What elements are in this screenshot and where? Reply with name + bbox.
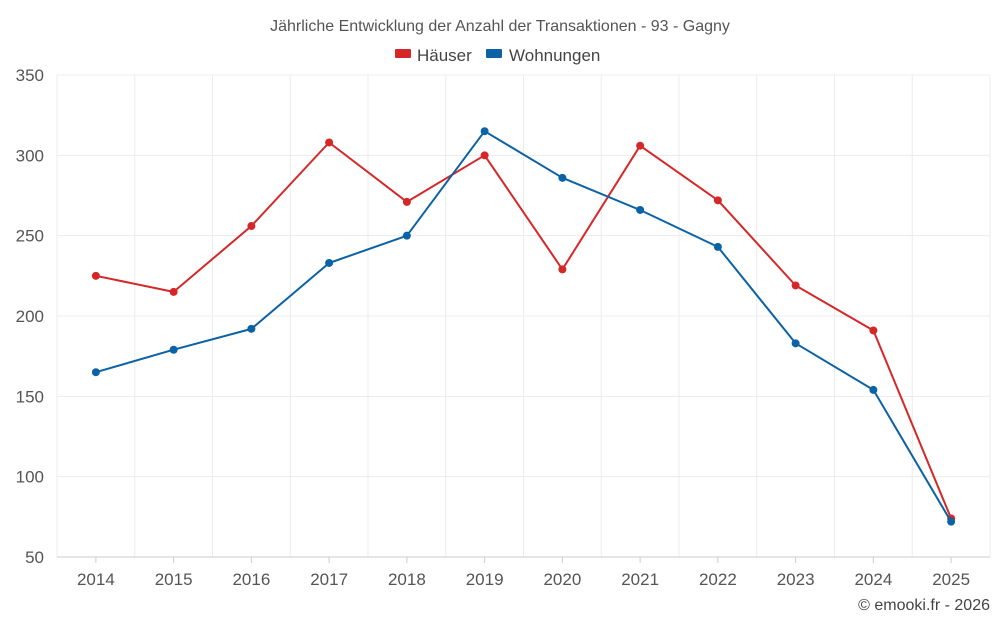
data-point-wohnungen[interactable] bbox=[947, 517, 956, 526]
chart-title: Jährliche Entwicklung der Anzahl der Tra… bbox=[270, 18, 730, 35]
legend-label-wohnungen[interactable]: Wohnungen bbox=[509, 46, 600, 65]
y-tick-label: 350 bbox=[16, 66, 44, 85]
x-tick-label: 2017 bbox=[310, 570, 348, 589]
legend-swatch-wohnungen bbox=[486, 49, 502, 58]
x-tick-label: 2021 bbox=[621, 570, 659, 589]
x-tick-label: 2024 bbox=[854, 570, 892, 589]
legend-swatch-haeuser bbox=[395, 49, 411, 58]
data-point-haeuser[interactable] bbox=[636, 141, 645, 150]
data-point-haeuser[interactable] bbox=[558, 265, 567, 274]
data-point-wohnungen[interactable] bbox=[558, 173, 567, 182]
data-point-wohnungen[interactable] bbox=[869, 385, 878, 394]
data-point-haeuser[interactable] bbox=[791, 281, 800, 290]
series bbox=[91, 127, 956, 526]
x-tick-label: 2023 bbox=[777, 570, 815, 589]
data-point-wohnungen[interactable] bbox=[636, 205, 645, 214]
x-tick-label: 2015 bbox=[155, 570, 193, 589]
data-point-wohnungen[interactable] bbox=[713, 242, 722, 251]
x-tick-label: 2019 bbox=[466, 570, 504, 589]
data-point-haeuser[interactable] bbox=[869, 326, 878, 335]
y-tick-label: 50 bbox=[25, 548, 44, 567]
data-point-wohnungen[interactable] bbox=[91, 368, 100, 377]
x-tick-label: 2018 bbox=[388, 570, 426, 589]
series-wohnungen bbox=[91, 127, 956, 526]
data-point-wohnungen[interactable] bbox=[480, 127, 489, 136]
data-point-wohnungen[interactable] bbox=[247, 324, 256, 333]
y-tick-label: 300 bbox=[16, 146, 44, 165]
data-point-haeuser[interactable] bbox=[480, 151, 489, 160]
data-point-wohnungen[interactable] bbox=[791, 339, 800, 348]
legend-label-haeuser[interactable]: Häuser bbox=[417, 46, 472, 65]
data-point-haeuser[interactable] bbox=[325, 138, 334, 147]
x-tick-label: 2020 bbox=[543, 570, 581, 589]
y-tick-label: 100 bbox=[16, 468, 44, 487]
y-tick-label: 200 bbox=[16, 307, 44, 326]
series-haeuser bbox=[91, 138, 956, 523]
y-tick-label: 150 bbox=[16, 387, 44, 406]
x-tick-label: 2014 bbox=[77, 570, 115, 589]
series-line-wohnungen bbox=[95, 130, 952, 523]
y-tick-label: 250 bbox=[16, 227, 44, 246]
series-line-haeuser bbox=[95, 141, 953, 519]
x-tick-label: 2022 bbox=[699, 570, 737, 589]
axes: 50 100 150 200 250 300 350 2014 2015 2016 2017 2018… bbox=[16, 66, 990, 589]
data-point-haeuser[interactable] bbox=[247, 222, 256, 231]
legend[interactable]: Häuser Wohnungen bbox=[395, 46, 600, 65]
x-tick-label: 2016 bbox=[232, 570, 270, 589]
data-point-wohnungen[interactable] bbox=[402, 231, 411, 240]
data-point-haeuser[interactable] bbox=[402, 197, 411, 206]
data-point-haeuser[interactable] bbox=[169, 287, 178, 296]
data-point-haeuser[interactable] bbox=[91, 271, 100, 280]
data-point-wohnungen[interactable] bbox=[169, 345, 178, 354]
x-tick-label: 2025 bbox=[932, 570, 970, 589]
data-point-haeuser[interactable] bbox=[713, 196, 722, 205]
data-point-wohnungen[interactable] bbox=[325, 258, 334, 267]
credit-text: © emooki.fr - 2026 bbox=[858, 597, 990, 614]
